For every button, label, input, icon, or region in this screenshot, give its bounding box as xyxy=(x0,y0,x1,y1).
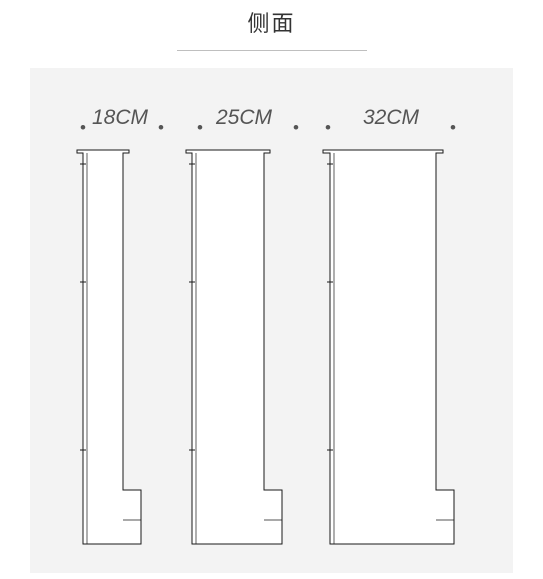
dimension-dot: • xyxy=(158,118,164,138)
dimension-label: 32CM xyxy=(363,106,419,130)
page-title: 侧面 xyxy=(0,6,543,38)
title-underline xyxy=(177,50,367,51)
cabinet-figures-row xyxy=(30,150,513,550)
header: 侧面 xyxy=(0,0,543,51)
dimension-dot: • xyxy=(325,118,331,138)
cab-18 xyxy=(83,150,131,555)
cab-25 xyxy=(192,150,272,555)
dimension-dot: • xyxy=(293,118,299,138)
cab-32 xyxy=(330,150,445,555)
dimension-label: 25CM xyxy=(216,106,272,130)
dimension-dot: • xyxy=(80,118,86,138)
dimension-dot: • xyxy=(450,118,456,138)
dimension-label: 18CM xyxy=(92,106,148,130)
dimension-dot: • xyxy=(197,118,203,138)
diagram-panel: • 18CM • • 25CM • • 32CM • xyxy=(30,68,513,573)
